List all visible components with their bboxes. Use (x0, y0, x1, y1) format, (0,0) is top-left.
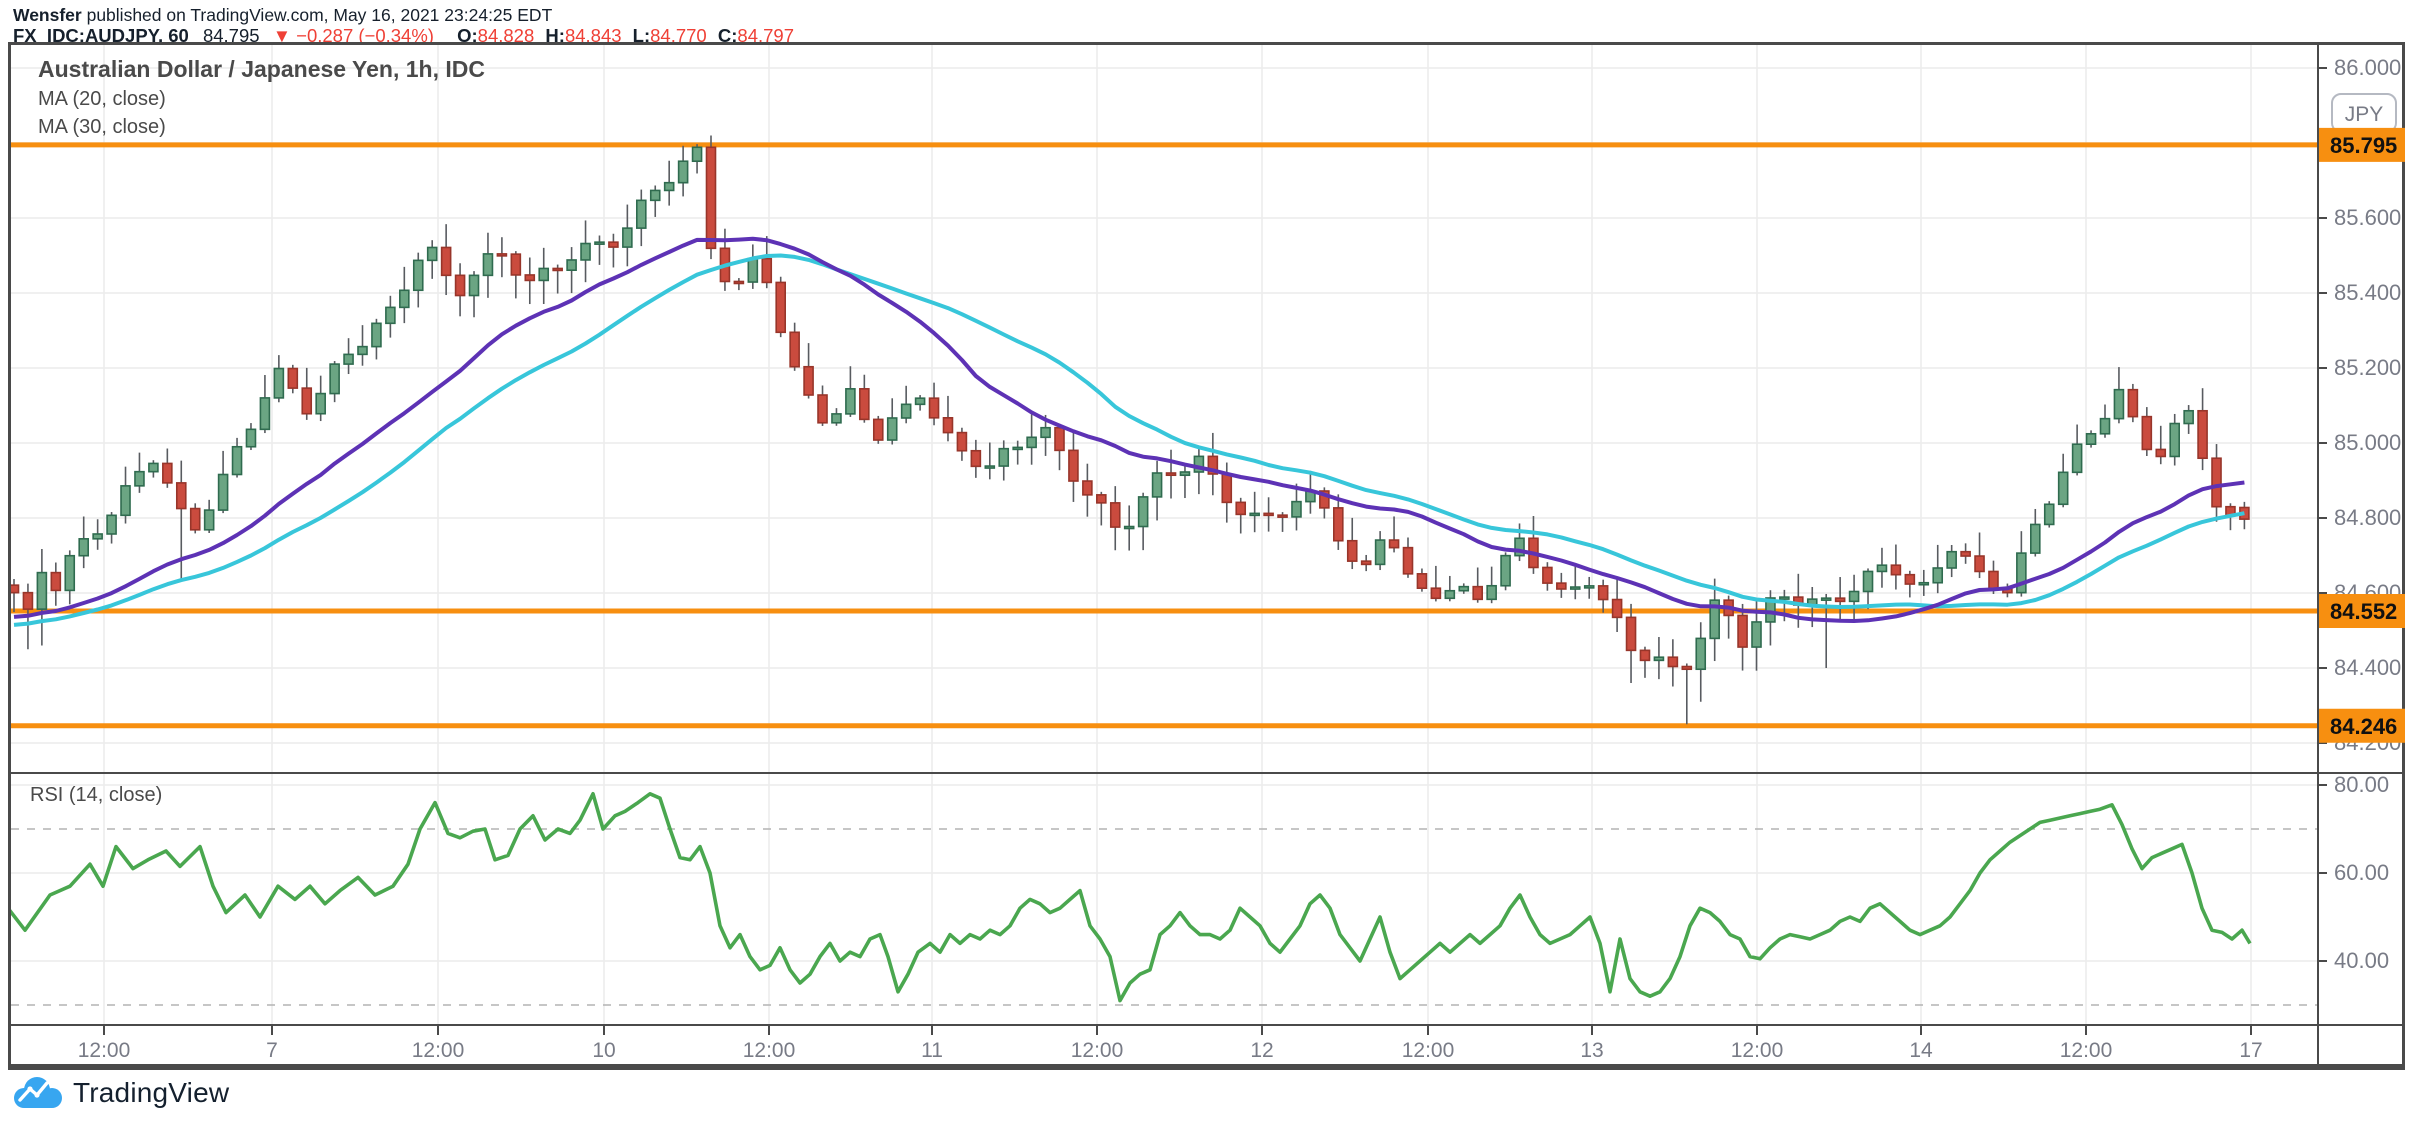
open-value: 84.828 (477, 25, 535, 46)
svg-text:86.000: 86.000 (2334, 55, 2401, 80)
tradingview-logo[interactable]: TradingView (12, 1074, 229, 1112)
svg-text:84.246: 84.246 (2330, 714, 2397, 739)
svg-text:10: 10 (592, 1039, 615, 1062)
high-label: H: (545, 25, 565, 46)
candles-layer (8, 135, 2250, 725)
publish-header: Wensfer published on TradingView.com, Ma… (13, 5, 552, 26)
svg-text:84.400: 84.400 (2334, 655, 2401, 680)
svg-text:84.800: 84.800 (2334, 505, 2401, 530)
level-price-labels: 85.795 84.552 84.246 (2319, 127, 2405, 743)
grid-vertical (103, 45, 2252, 1025)
time-axis[interactable]: 12:00 7 12:00 10 12:00 11 12:00 12 12:00 13 12:00 1… (78, 1025, 2263, 1062)
svg-text:80.00: 80.00 (2334, 772, 2389, 797)
svg-text:7: 7 (266, 1039, 278, 1062)
open-label: O: (457, 25, 478, 46)
svg-text:14: 14 (1909, 1039, 1933, 1062)
tradingview-cloud-icon (14, 1077, 62, 1108)
price-change: ▼ −0.287 (−0.34%) (272, 25, 434, 46)
close-label: C: (717, 25, 738, 46)
svg-text:40.00: 40.00 (2334, 948, 2389, 973)
svg-text:12:00: 12:00 (1402, 1039, 1455, 1062)
author-name: Wensfer (13, 5, 82, 25)
svg-text:60.00: 60.00 (2334, 860, 2389, 885)
svg-text:12:00: 12:00 (1731, 1039, 1784, 1062)
high-value: 84.843 (564, 25, 622, 46)
svg-text:85.200: 85.200 (2334, 355, 2401, 380)
svg-text:84.552: 84.552 (2330, 599, 2397, 624)
chart-frame: 86.000 85.600 85.400 85.200 85.000 84.800 84.6… (8, 42, 2405, 1070)
svg-text:12:00: 12:00 (1071, 1039, 1124, 1062)
rsi-line (8, 791, 2252, 1003)
pane-borders (8, 42, 2405, 1070)
svg-text:12:00: 12:00 (743, 1039, 796, 1062)
ma30-line (13, 253, 2245, 627)
svg-text:12:00: 12:00 (2060, 1039, 2113, 1062)
svg-text:85.400: 85.400 (2334, 280, 2401, 305)
currency-badge: JPY (2331, 93, 2397, 133)
svg-text:85.600: 85.600 (2334, 205, 2401, 230)
price-level-lines (11, 142, 2318, 729)
symbol-status-row: FX_IDC:AUDJPY, 60 84.795 ▼ −0.287 (−0.34… (13, 25, 794, 47)
svg-text:12:00: 12:00 (412, 1039, 465, 1062)
low-label: L: (632, 25, 651, 46)
svg-text:17: 17 (2239, 1039, 2262, 1062)
svg-text:85.795: 85.795 (2330, 133, 2397, 158)
svg-text:13: 13 (1580, 1039, 1603, 1062)
svg-text:12: 12 (1250, 1039, 1273, 1062)
last-price: 84.795 (202, 25, 260, 46)
publish-info: published on TradingView.com, May 16, 20… (81, 5, 553, 25)
svg-text:85.000: 85.000 (2334, 430, 2401, 455)
close-value: 84.797 (737, 25, 794, 46)
chart-background (8, 42, 2405, 1070)
low-value: 84.770 (650, 25, 707, 46)
svg-text:JPY: JPY (2345, 103, 2384, 126)
symbol-name: FX_IDC:AUDJPY, 60 (13, 25, 189, 46)
tradingview-logo-text: TradingView (73, 1077, 230, 1108)
chart-canvas[interactable]: 86.00085.60085.40085.20085.00084.80084.6… (8, 42, 2405, 1070)
svg-text:12:00: 12:00 (78, 1039, 131, 1062)
ma20-line (13, 236, 2245, 623)
svg-text:11: 11 (921, 1039, 943, 1062)
